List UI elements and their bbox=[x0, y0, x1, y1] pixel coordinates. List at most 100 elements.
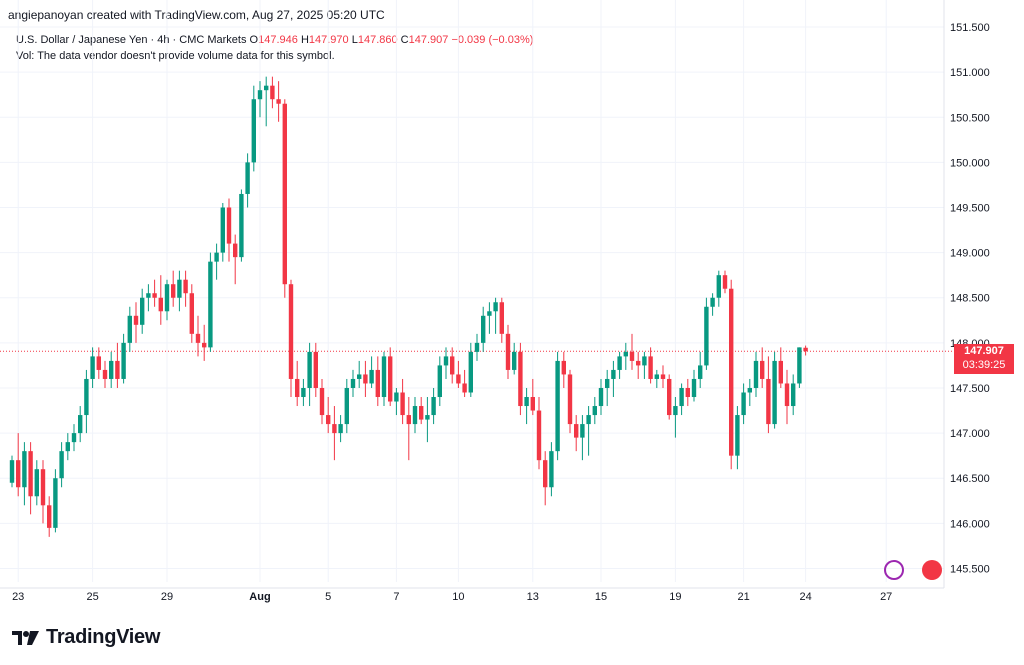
candle-body bbox=[22, 451, 27, 488]
candle-body bbox=[691, 378, 697, 398]
lightning-icon[interactable] bbox=[884, 560, 904, 580]
candle-body bbox=[685, 387, 690, 398]
x-tick-label: 19 bbox=[669, 591, 681, 603]
candle-body bbox=[53, 478, 58, 528]
candle-body bbox=[264, 85, 269, 91]
y-tick-label: 146.500 bbox=[950, 473, 990, 485]
candle-body bbox=[574, 424, 579, 438]
candle-body bbox=[295, 378, 300, 398]
candle-body bbox=[419, 406, 424, 420]
candle-body bbox=[332, 424, 337, 434]
candle-body bbox=[543, 460, 548, 488]
candle-body bbox=[555, 360, 560, 452]
change-value: −0.039 (−0.03%) bbox=[451, 34, 534, 46]
candle-body bbox=[171, 284, 176, 298]
candle-body bbox=[530, 397, 535, 411]
candle-body bbox=[518, 351, 523, 407]
candle-body bbox=[257, 90, 263, 100]
candle-body bbox=[394, 392, 399, 402]
candle-body bbox=[797, 347, 802, 384]
candle-body bbox=[536, 410, 542, 461]
candle-body bbox=[338, 424, 343, 434]
brand-name: TradingView bbox=[46, 626, 161, 648]
candle-body bbox=[357, 374, 362, 379]
candle-body bbox=[493, 302, 498, 312]
candle-body bbox=[586, 415, 591, 425]
candle-body bbox=[623, 351, 628, 357]
candle-body bbox=[456, 374, 461, 384]
candle-body bbox=[381, 356, 387, 398]
tradingview-logo-icon bbox=[12, 630, 39, 645]
current-price-badge: 147.907 03:39:25 bbox=[954, 344, 1014, 374]
x-tick-label: 15 bbox=[595, 591, 607, 603]
candle-body bbox=[313, 351, 318, 388]
y-tick-label: 147.500 bbox=[950, 383, 990, 395]
candle-body bbox=[443, 356, 449, 366]
y-tick-label: 150.500 bbox=[950, 112, 990, 124]
candle-body bbox=[660, 374, 666, 379]
candle-body bbox=[580, 424, 585, 438]
candle-body bbox=[288, 284, 294, 379]
candle-body bbox=[648, 356, 653, 379]
candle-body bbox=[183, 279, 188, 294]
candle-body bbox=[28, 451, 33, 497]
candle-body bbox=[40, 469, 46, 506]
low-label: L bbox=[351, 34, 358, 46]
candle-body bbox=[760, 360, 765, 379]
candle-body bbox=[667, 378, 672, 416]
candle-body bbox=[716, 275, 721, 298]
candle-body bbox=[84, 378, 89, 416]
candle-body bbox=[753, 360, 759, 388]
open-value: 147.946 bbox=[258, 34, 298, 46]
candle-body bbox=[598, 387, 604, 407]
candle-body bbox=[233, 243, 238, 258]
chart-credit: angiepanoyan created with TradingView.co… bbox=[8, 8, 385, 22]
candle-body bbox=[245, 162, 250, 194]
candle-body bbox=[673, 406, 678, 416]
candle-body bbox=[698, 365, 703, 379]
y-tick-label: 149.000 bbox=[950, 248, 990, 260]
x-tick-label: 25 bbox=[86, 591, 98, 603]
x-tick-label: 23 bbox=[12, 591, 24, 603]
current-price-label: 147.907 bbox=[964, 345, 1004, 357]
candle-body bbox=[344, 387, 349, 425]
candle-body bbox=[611, 369, 616, 379]
candle-body bbox=[140, 297, 145, 325]
candle-body bbox=[146, 293, 151, 298]
high-label: H bbox=[300, 34, 309, 46]
candle-body bbox=[319, 387, 325, 416]
candle-body bbox=[78, 415, 83, 434]
candle-body bbox=[481, 315, 486, 343]
candle-body bbox=[567, 374, 573, 425]
high-value: 147.970 bbox=[308, 34, 349, 46]
candle-body bbox=[474, 342, 480, 352]
y-tick-label: 145.500 bbox=[950, 563, 990, 575]
candle-body bbox=[425, 415, 430, 420]
candle-body bbox=[747, 387, 752, 393]
candle-body bbox=[784, 383, 790, 407]
x-tick-label: Aug bbox=[249, 591, 270, 603]
candle-body bbox=[512, 351, 517, 370]
x-tick-label: 24 bbox=[799, 591, 811, 603]
x-tick-label: 29 bbox=[161, 591, 173, 603]
candle-body bbox=[226, 207, 232, 244]
candle-body bbox=[406, 415, 411, 425]
candle-body bbox=[735, 415, 740, 456]
candle-body bbox=[301, 387, 306, 398]
candle-body bbox=[109, 360, 114, 379]
candle-body bbox=[592, 406, 597, 416]
candle-body bbox=[307, 351, 312, 388]
candle-body bbox=[195, 333, 201, 343]
candle-body bbox=[487, 311, 492, 316]
candle-body bbox=[654, 374, 659, 379]
us-flag-icon[interactable] bbox=[922, 560, 942, 580]
candle-body bbox=[450, 356, 455, 375]
candle-body bbox=[772, 360, 777, 425]
candle-body bbox=[214, 252, 219, 262]
candle-body bbox=[778, 360, 783, 384]
candle-body bbox=[276, 99, 281, 104]
candle-body bbox=[239, 193, 244, 258]
candle-body bbox=[524, 397, 529, 407]
y-tick-label: 151.500 bbox=[950, 22, 990, 34]
